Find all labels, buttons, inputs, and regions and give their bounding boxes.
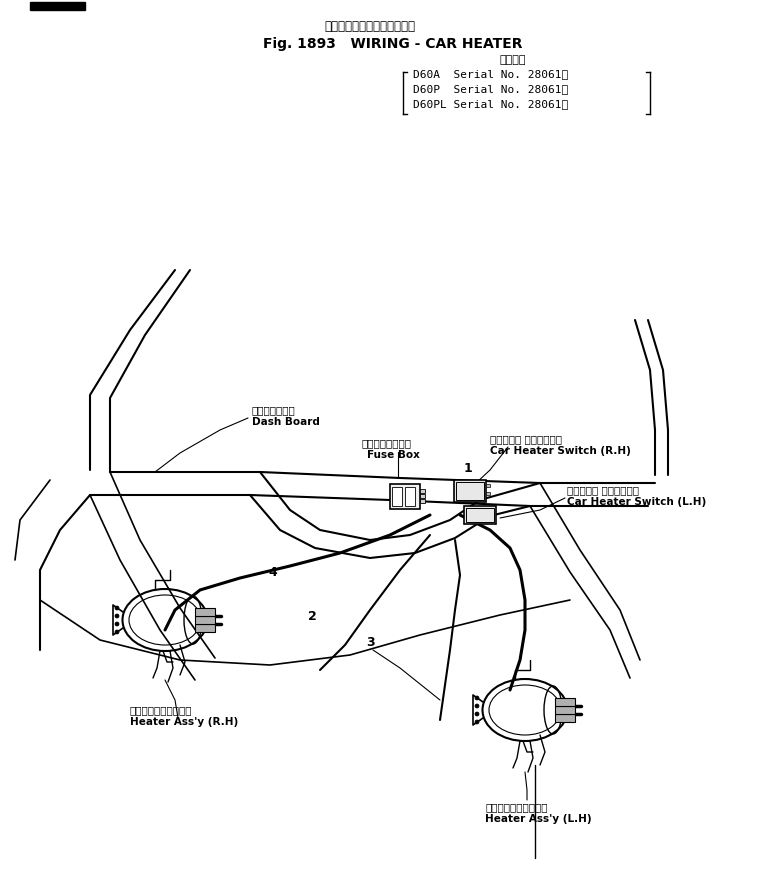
Circle shape (115, 630, 119, 634)
Text: 2: 2 (308, 610, 317, 623)
Bar (195, 616, 215, 624)
Bar (390, 484, 420, 509)
Bar (486, 484, 490, 487)
Bar (420, 489, 425, 493)
Text: D60A  Serial No. 28061～: D60A Serial No. 28061～ (413, 69, 568, 79)
Bar (486, 492, 490, 495)
Text: カーヒータ スイッチ　右: カーヒータ スイッチ 右 (490, 434, 562, 444)
Circle shape (115, 622, 119, 626)
Circle shape (475, 720, 479, 724)
Text: ワイヤリング　カー　ヒータ: ワイヤリング カー ヒータ (324, 20, 416, 33)
Bar (555, 714, 575, 722)
Text: Car Heater Switch (R.H): Car Heater Switch (R.H) (490, 446, 631, 456)
Bar (456, 482, 484, 500)
Text: 1: 1 (464, 462, 472, 475)
Circle shape (475, 704, 479, 708)
Bar (466, 508, 494, 522)
Text: カーヒータ スイッチ　左: カーヒータ スイッチ 左 (567, 485, 639, 495)
Bar (405, 487, 415, 506)
Text: Fig. 1893   WIRING - CAR HEATER: Fig. 1893 WIRING - CAR HEATER (263, 37, 522, 51)
Bar (420, 494, 425, 498)
Text: Car Heater Switch (L.H): Car Heater Switch (L.H) (567, 497, 706, 507)
Text: Dash Board: Dash Board (252, 417, 320, 427)
Text: 3: 3 (366, 636, 374, 649)
Bar (195, 624, 215, 632)
Bar (195, 608, 215, 616)
Text: ダッシュボード: ダッシュボード (252, 405, 296, 415)
Text: Heater Ass'y (L.H): Heater Ass'y (L.H) (485, 814, 591, 824)
Bar (420, 499, 425, 503)
Text: ヒータアセンブリ　左: ヒータアセンブリ 左 (485, 802, 548, 812)
Bar (30, 2, 85, 10)
Text: D60PL Serial No. 28061～: D60PL Serial No. 28061～ (413, 99, 568, 109)
Bar (555, 698, 575, 706)
Bar (464, 506, 496, 524)
Circle shape (475, 712, 479, 716)
Text: D60P  Serial No. 28061～: D60P Serial No. 28061～ (413, 84, 568, 94)
Bar (392, 487, 402, 506)
Circle shape (475, 696, 479, 700)
Text: Heater Ass'y (R.H): Heater Ass'y (R.H) (130, 717, 239, 727)
Circle shape (115, 614, 119, 618)
Text: ヒューズボックス: ヒューズボックス (362, 438, 412, 448)
Circle shape (115, 606, 119, 610)
Text: 4: 4 (268, 566, 277, 580)
Text: ヒータアセンブリ　右: ヒータアセンブリ 右 (130, 705, 193, 715)
Text: Fuse Box: Fuse Box (367, 450, 420, 460)
Bar (454, 480, 486, 502)
Text: 適用号機: 適用号機 (500, 55, 526, 65)
Bar (555, 706, 575, 714)
